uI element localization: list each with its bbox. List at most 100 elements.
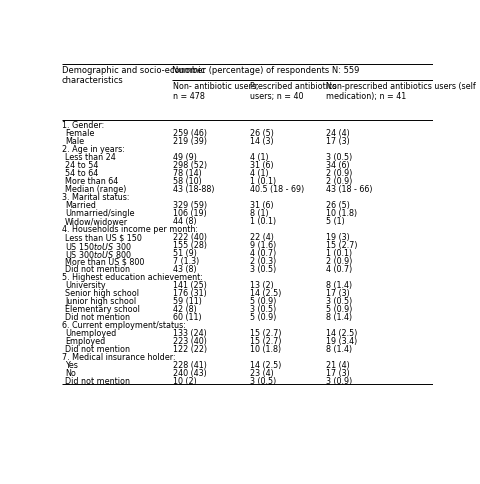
Text: 19 (3.4): 19 (3.4): [325, 337, 357, 347]
Text: Did not mention: Did not mention: [65, 378, 130, 386]
Text: Did not mention: Did not mention: [65, 313, 130, 322]
Text: Did not mention: Did not mention: [65, 265, 130, 274]
Text: University: University: [65, 281, 106, 290]
Text: 8 (1): 8 (1): [249, 209, 268, 218]
Text: 3. Marital status:: 3. Marital status:: [62, 193, 129, 202]
Text: More than US $ 800: More than US $ 800: [65, 257, 144, 266]
Text: 4 (1): 4 (1): [249, 153, 268, 162]
Text: 23 (4): 23 (4): [249, 369, 273, 378]
Text: 5. Highest education achievement:: 5. Highest education achievement:: [62, 273, 203, 282]
Text: 15 (2.7): 15 (2.7): [249, 330, 281, 338]
Text: Did not mention: Did not mention: [65, 346, 130, 354]
Text: 329 (59): 329 (59): [173, 201, 207, 210]
Text: 2 (0.3): 2 (0.3): [249, 257, 276, 266]
Text: Senior high school: Senior high school: [65, 289, 139, 298]
Text: Median (range): Median (range): [65, 185, 126, 194]
Text: 3 (0.5): 3 (0.5): [249, 378, 276, 386]
Text: 26 (5): 26 (5): [325, 201, 349, 210]
Text: 259 (46): 259 (46): [173, 129, 207, 138]
Text: US $ 150 to US $ 300: US $ 150 to US $ 300: [65, 241, 132, 252]
Text: 3 (0.9): 3 (0.9): [325, 378, 352, 386]
Text: 141 (25): 141 (25): [173, 281, 207, 290]
Text: 106 (19): 106 (19): [173, 209, 207, 218]
Text: Less than US $ 150: Less than US $ 150: [65, 233, 142, 242]
Text: 43 (8): 43 (8): [173, 265, 197, 274]
Text: 17 (3): 17 (3): [325, 137, 349, 146]
Text: 31 (6): 31 (6): [249, 201, 273, 210]
Text: 228 (41): 228 (41): [173, 362, 207, 370]
Text: 4 (1): 4 (1): [249, 169, 268, 178]
Text: 10 (2): 10 (2): [173, 378, 197, 386]
Text: 5 (0.9): 5 (0.9): [325, 305, 352, 314]
Text: 34 (6): 34 (6): [325, 161, 349, 170]
Text: 40.5 (18 - 69): 40.5 (18 - 69): [249, 185, 303, 194]
Text: No: No: [65, 369, 76, 378]
Text: 3 (0.5): 3 (0.5): [249, 305, 276, 314]
Text: 122 (22): 122 (22): [173, 346, 207, 354]
Text: 17 (3): 17 (3): [325, 289, 349, 298]
Text: 15 (2.7): 15 (2.7): [325, 241, 357, 250]
Text: 13 (2): 13 (2): [249, 281, 273, 290]
Text: 1 (0.1): 1 (0.1): [325, 249, 352, 258]
Text: 43 (18-88): 43 (18-88): [173, 185, 215, 194]
Text: 58 (10): 58 (10): [173, 177, 202, 186]
Text: 31 (6): 31 (6): [249, 161, 273, 170]
Text: 78 (14): 78 (14): [173, 169, 202, 178]
Text: 17 (3): 17 (3): [325, 369, 349, 378]
Text: 24 (4): 24 (4): [325, 129, 349, 138]
Text: 14 (2.5): 14 (2.5): [249, 289, 281, 298]
Text: 49 (9): 49 (9): [173, 153, 197, 162]
Text: 133 (24): 133 (24): [173, 330, 207, 338]
Text: Non- antibiotic users;
n = 478: Non- antibiotic users; n = 478: [173, 82, 259, 101]
Text: 5 (1): 5 (1): [325, 217, 344, 226]
Text: Elementary school: Elementary school: [65, 305, 140, 314]
Text: 223 (40): 223 (40): [173, 337, 207, 347]
Text: Female: Female: [65, 129, 94, 138]
Text: 7. Medical insurance holder:: 7. Medical insurance holder:: [62, 353, 175, 363]
Text: 1 (0.1): 1 (0.1): [249, 177, 276, 186]
Text: 8 (1.4): 8 (1.4): [325, 346, 352, 354]
Text: 4 (0.7): 4 (0.7): [249, 249, 276, 258]
Text: 3 (0.5): 3 (0.5): [249, 265, 276, 274]
Text: 21 (4): 21 (4): [325, 362, 349, 370]
Text: 7 (1.3): 7 (1.3): [173, 257, 199, 266]
Text: Unmarried/single: Unmarried/single: [65, 209, 134, 218]
Text: Prescribed antibiotics
users; n = 40: Prescribed antibiotics users; n = 40: [249, 82, 336, 101]
Text: 2 (0.9): 2 (0.9): [325, 177, 352, 186]
Text: 2 (0.9): 2 (0.9): [325, 257, 352, 266]
Text: 8 (1.4): 8 (1.4): [325, 313, 352, 322]
Text: 14 (2.5): 14 (2.5): [325, 330, 357, 338]
Text: 3 (0.5): 3 (0.5): [325, 297, 352, 306]
Text: 60 (11): 60 (11): [173, 313, 202, 322]
Text: 5 (0.9): 5 (0.9): [249, 297, 276, 306]
Text: 26 (5): 26 (5): [249, 129, 273, 138]
Text: 5 (0.9): 5 (0.9): [249, 313, 276, 322]
Text: 298 (52): 298 (52): [173, 161, 207, 170]
Text: 4. Households income per month:: 4. Households income per month:: [62, 225, 198, 234]
Text: Employed: Employed: [65, 337, 105, 347]
Text: 155 (28): 155 (28): [173, 241, 207, 250]
Text: Widow/widower: Widow/widower: [65, 217, 128, 226]
Text: 2 (0.9): 2 (0.9): [325, 169, 352, 178]
Text: 10 (1.8): 10 (1.8): [325, 209, 357, 218]
Text: 59 (11): 59 (11): [173, 297, 202, 306]
Text: Male: Male: [65, 137, 84, 146]
Text: 42 (8): 42 (8): [173, 305, 197, 314]
Text: 43 (18 - 66): 43 (18 - 66): [325, 185, 372, 194]
Text: 1 (0.1): 1 (0.1): [249, 217, 276, 226]
Text: 54 to 64: 54 to 64: [65, 169, 98, 178]
Text: 19 (3): 19 (3): [325, 233, 349, 242]
Text: Demographic and socio-economic
characteristics: Demographic and socio-economic character…: [62, 65, 205, 85]
Text: 15 (2.7): 15 (2.7): [249, 337, 281, 347]
Text: 44 (8): 44 (8): [173, 217, 197, 226]
Text: 3 (0.5): 3 (0.5): [325, 153, 352, 162]
Text: More than 64: More than 64: [65, 177, 118, 186]
Text: 6. Current employment/status:: 6. Current employment/status:: [62, 321, 185, 331]
Text: 222 (40): 222 (40): [173, 233, 207, 242]
Text: Number (percentage) of respondents N: 559: Number (percentage) of respondents N: 55…: [172, 65, 359, 75]
Text: Non-prescribed antibiotics users (self
medication); n = 41: Non-prescribed antibiotics users (self m…: [325, 82, 475, 101]
Text: US $ 300 to US $ 800: US $ 300 to US $ 800: [65, 249, 132, 260]
Text: 22 (4): 22 (4): [249, 233, 273, 242]
Text: 240 (43): 240 (43): [173, 369, 207, 378]
Text: 2. Age in years:: 2. Age in years:: [62, 145, 125, 154]
